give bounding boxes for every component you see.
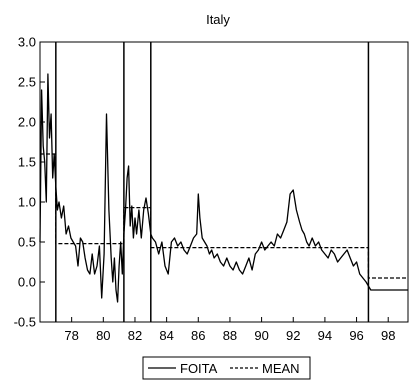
- series-layer: [39, 73, 408, 303]
- y-tick-label: 3.0: [18, 35, 36, 50]
- y-tick-label: 1.0: [18, 195, 36, 210]
- x-tick-label: 96: [349, 328, 363, 343]
- chart-title: Italy: [206, 12, 230, 27]
- plot-area-frame: [39, 41, 409, 323]
- y-tick-label: 2.0: [18, 115, 36, 130]
- x-tick-label: 90: [254, 328, 268, 343]
- x-tick-label: 94: [318, 328, 332, 343]
- x-tick-label: 82: [128, 328, 142, 343]
- x-tick-label: 98: [381, 328, 395, 343]
- series-line-foita: [39, 73, 408, 303]
- x-tick-label: 84: [159, 328, 173, 343]
- y-tick-label: 1.5: [18, 155, 36, 170]
- y-tick-label: 0.5: [18, 235, 36, 250]
- legend: FOITA MEAN: [142, 356, 311, 380]
- x-tick-label: 88: [223, 328, 237, 343]
- series-line-mean: [40, 153, 408, 279]
- legend-label-mean: MEAN: [262, 361, 300, 376]
- legend-box: [142, 356, 311, 380]
- x-tick-label: 92: [286, 328, 300, 343]
- y-tick-label: -0.5: [14, 315, 36, 330]
- x-tick-label: 80: [96, 328, 110, 343]
- y-tick-label: 0.0: [18, 275, 36, 290]
- x-axis: 78 80 82 84 86 88 90 92 94 96 98: [64, 317, 395, 343]
- x-tick-label: 78: [64, 328, 78, 343]
- y-axis: 3.0 2.5 2.0 1.5 1.0 0.5 0.0 -0.5: [14, 35, 45, 330]
- x-tick-label: 86: [191, 328, 205, 343]
- legend-label-foita: FOITA: [180, 361, 218, 376]
- y-tick-label: 2.5: [18, 75, 36, 90]
